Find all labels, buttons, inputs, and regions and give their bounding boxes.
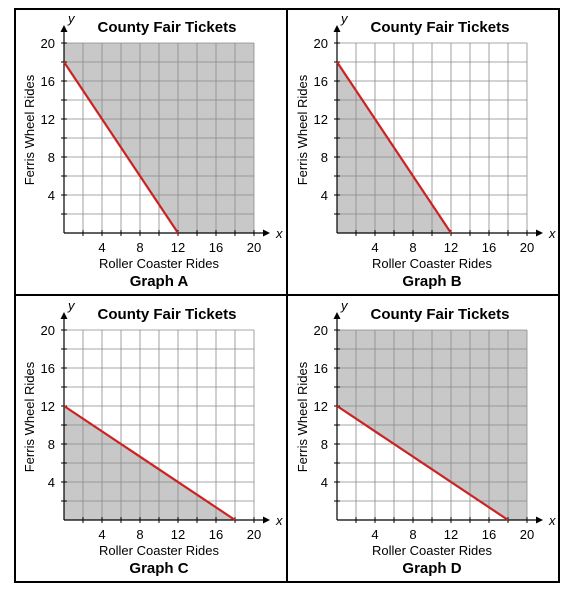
y-tick-label: 20 [314,323,328,338]
y-axis-letter: y [340,11,349,26]
y-tick-label: 8 [321,150,328,165]
y-tick-label: 12 [314,112,328,127]
x-tick-label: 12 [444,240,458,255]
x-axis-letter: x [548,513,556,528]
x-axis-arrow-icon [536,229,543,237]
y-axis-letter: y [67,11,76,26]
y-axis-label: Ferris Wheel Rides [22,74,37,185]
chart-title: County Fair Tickets [98,19,237,36]
y-tick-label: 20 [41,36,55,51]
boundary-line [336,61,452,234]
x-axis-letter: x [548,226,556,241]
x-tick-label: 16 [209,240,223,255]
x-tick-label: 12 [171,240,185,255]
graph-a-panel: 4 8 12 16 20 4 8 12 16 20 x y County Fair Tickets Rol… [22,11,283,290]
y-tick-label: 8 [48,150,55,165]
x-tick-label: 8 [136,527,143,542]
x-tick-label: 16 [209,527,223,542]
x-tick-label: 12 [444,527,458,542]
y-axis-letter: y [67,298,76,313]
boundary-line [63,405,236,521]
x-tick-label: 8 [136,240,143,255]
y-tick-label: 4 [48,475,55,490]
y-tick-label: 20 [41,323,55,338]
graph-caption: Graph C [129,560,188,577]
y-axis-label: Ferris Wheel Rides [295,361,310,472]
chart-title: County Fair Tickets [371,19,510,36]
y-axis-arrow-icon [333,25,341,32]
y-tick-label: 12 [314,399,328,414]
y-tick-label: 16 [41,361,55,376]
chart-title: County Fair Tickets [371,306,510,323]
x-tick-label: 20 [520,240,534,255]
y-tick-label: 16 [41,74,55,89]
x-axis-arrow-icon [536,516,543,524]
x-tick-label: 16 [482,240,496,255]
x-tick-label: 4 [98,240,105,255]
x-axis-arrow-icon [263,516,270,524]
x-axis-label: Roller Coaster Rides [372,543,492,558]
x-tick-label: 20 [247,240,261,255]
y-tick-label: 16 [314,361,328,376]
graph-caption: Graph A [130,273,189,290]
y-tick-label: 4 [321,475,328,490]
x-axis-label: Roller Coaster Rides [99,256,219,271]
graph-d-panel: 4 8 12 16 20 4 8 12 16 20 x y County Fair Tickets Rol… [295,298,556,577]
y-tick-label: 8 [321,437,328,452]
x-tick-label: 12 [171,527,185,542]
x-tick-label: 8 [409,240,416,255]
x-axis-letter: x [275,513,283,528]
x-tick-label: 16 [482,527,496,542]
x-tick-label: 4 [98,527,105,542]
y-axis-label: Ferris Wheel Rides [22,361,37,472]
graph-c-panel: 4 8 12 16 20 4 8 12 16 20 x y County Fair Tickets Rol… [22,298,283,577]
graph-grid: 4 8 12 16 20 4 8 12 16 20 x y County Fair Tickets Rol… [14,8,560,583]
boundary-line [336,405,509,521]
x-tick-label: 8 [409,527,416,542]
panel-borders [14,8,560,583]
graph-b-panel: 4 8 12 16 20 4 8 12 16 20 x y County Fair Tickets Rol… [295,11,556,290]
graph-caption: Graph D [402,560,461,577]
y-tick-label: 4 [48,188,55,203]
y-axis-arrow-icon [60,25,68,32]
x-axis-label: Roller Coaster Rides [372,256,492,271]
y-tick-label: 12 [41,399,55,414]
boundary-line [63,61,179,234]
x-axis-arrow-icon [263,229,270,237]
y-tick-label: 12 [41,112,55,127]
x-tick-label: 20 [520,527,534,542]
chart-title: County Fair Tickets [98,306,237,323]
x-tick-label: 4 [371,240,378,255]
y-tick-label: 8 [48,437,55,452]
y-axis-letter: y [340,298,349,313]
graph-caption: Graph B [402,273,461,290]
y-tick-label: 20 [314,36,328,51]
y-tick-label: 4 [321,188,328,203]
x-axis-label: Roller Coaster Rides [99,543,219,558]
y-axis-arrow-icon [60,312,68,319]
x-axis-letter: x [275,226,283,241]
y-tick-label: 16 [314,74,328,89]
y-axis-label: Ferris Wheel Rides [295,74,310,185]
x-tick-label: 20 [247,527,261,542]
x-tick-label: 4 [371,527,378,542]
y-axis-arrow-icon [333,312,341,319]
